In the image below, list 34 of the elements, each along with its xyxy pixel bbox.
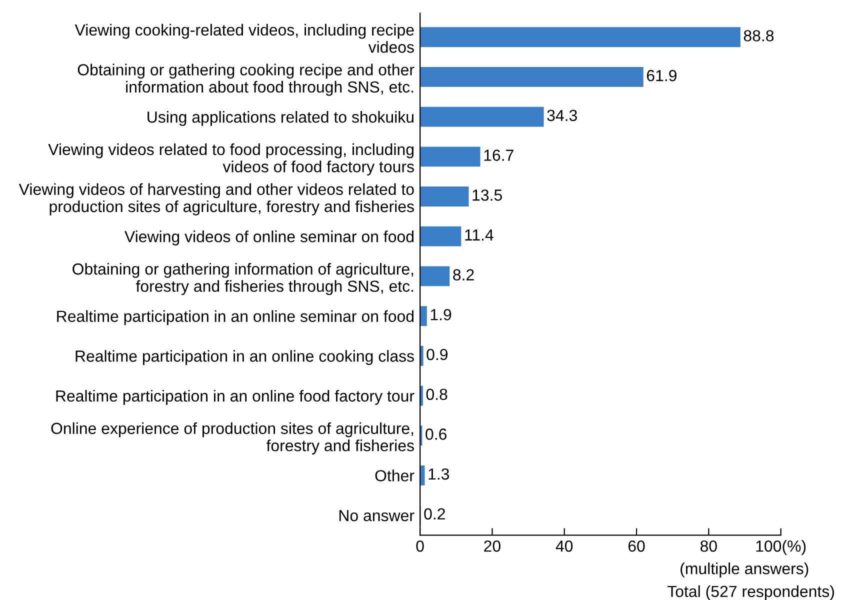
data-label: 88.8 [744,30,774,42]
y-tick-label: Obtaining or gathering cooking recipe and other information about food through SNS, etc. [78,64,414,96]
data-label: 61.9 [646,70,676,82]
data-label: 13.5 [472,189,502,201]
data-label: 11.4 [465,229,494,240]
y-tick-label: Obtaining or gathering information of agriculture, forestry and fisheries through SNS, etc. [72,262,414,296]
text: Total (527 respondents) [668,585,834,600]
data-label: 0.2 [424,508,445,520]
x-tick-label: 20 [484,540,500,552]
text: (multiple answers) [680,562,808,578]
y-tick-label: Realtime participation in an online food factory tour [56,390,414,405]
y-tick-label: Viewing videos related to food processing, including videos of food factory tours [48,143,414,176]
data-label: 0.9 [426,348,448,360]
data-label: 0.8 [426,388,448,400]
y-tick-label: Other [375,470,414,482]
y-tick-label: Viewing cooking-related videos, including recipe videos [74,24,414,53]
x-tick-label: 60 [628,540,645,552]
y-tick-label: Online experience of production sites of agriculture, forestry and fisheries [51,422,414,454]
data-label: 0.6 [426,428,446,440]
y-tick-label: Viewing videos of online seminar on food [124,230,414,246]
y-tick-label: No answer [339,510,414,522]
data-label: 1.9 [430,309,452,320]
data-label: 1.3 [428,468,450,480]
x-tick-label: 0 [416,540,424,552]
data-label: 8.2 [453,269,474,280]
y-tick-label: Realtime participation in an online cooking class [76,350,414,365]
y-tick-label: Using applications related to shokuiku [148,111,414,126]
y-tick-label: Realtime participation in an online seminar on food [57,310,414,326]
data-label: 16.7 [484,150,514,161]
x-tick-label: 80 [700,540,717,552]
x-tick-label: 40 [556,540,573,552]
y-tick-label: Viewing videos of harvesting and other videos related to production sites of agriculture, forestry and fisheries [18,183,414,216]
x-tick-label: 100(%) [756,540,806,555]
data-label: 34.3 [547,110,577,122]
